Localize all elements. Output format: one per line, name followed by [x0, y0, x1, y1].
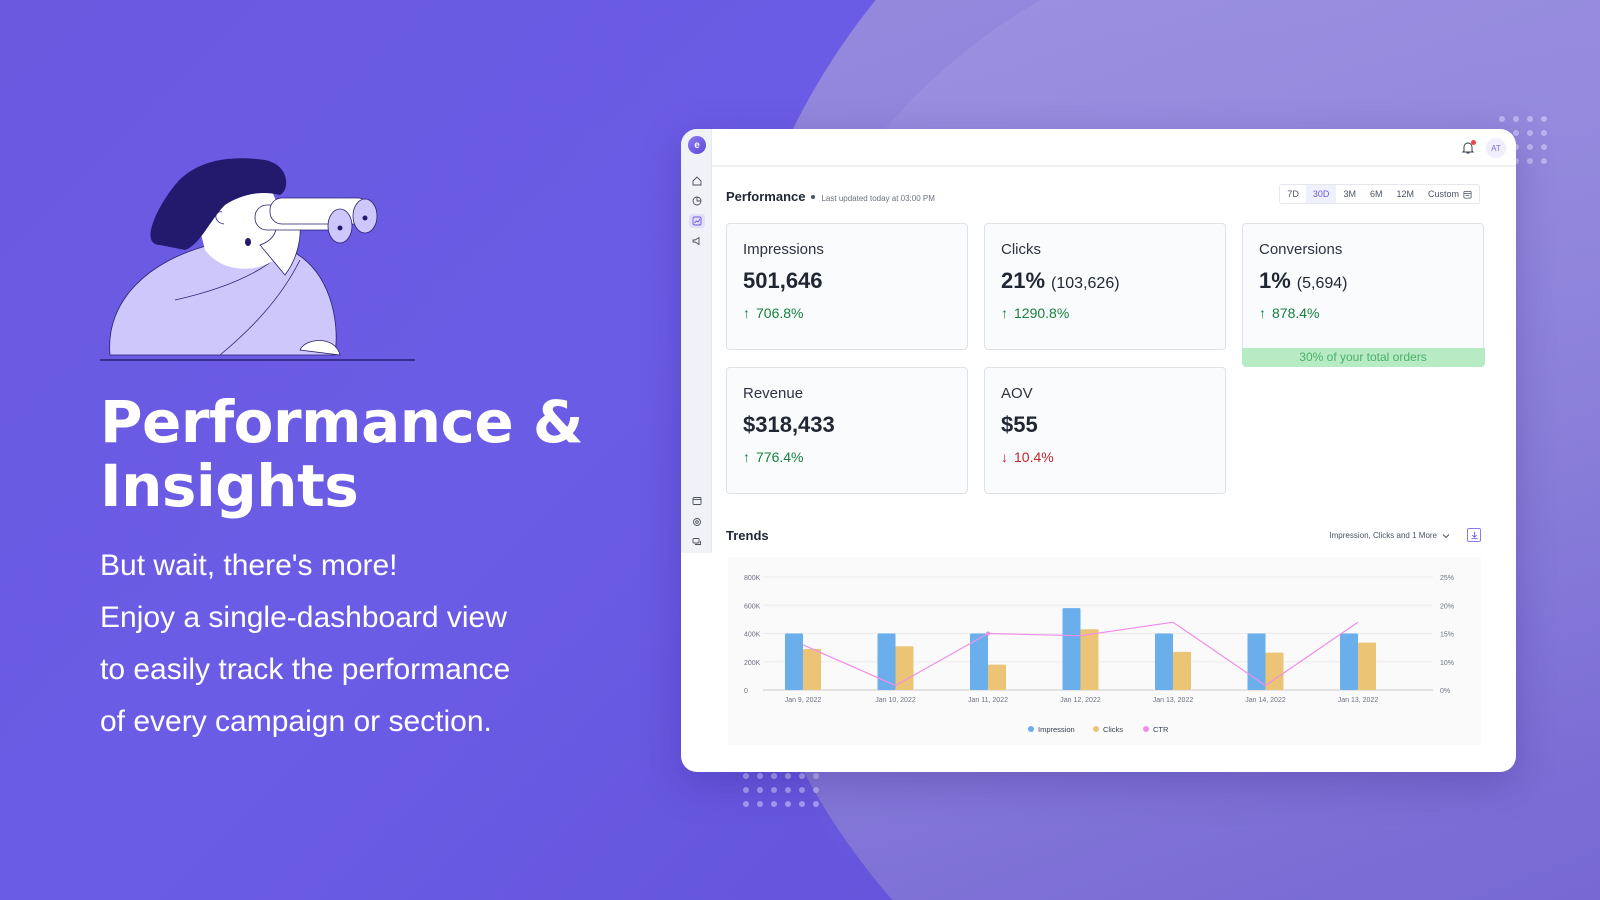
kpi-label: AOV — [1001, 385, 1033, 402]
kpi-label: Conversions — [1259, 241, 1343, 258]
kpi-delta: ↑ 706.8% — [743, 305, 804, 321]
calendar-icon[interactable] — [689, 494, 705, 508]
svg-text:Jan 13, 2022: Jan 13, 2022 — [1153, 697, 1194, 704]
dashboard-window: e AT Performance Last — [681, 129, 1516, 772]
hero-body-line: of every campaign or section. — [100, 705, 492, 738]
range-7d-button[interactable]: 7D — [1280, 185, 1306, 203]
range-3m-button[interactable]: 3M — [1336, 185, 1363, 203]
binoculars-person-illustration — [100, 158, 415, 361]
bell-icon[interactable] — [1461, 141, 1475, 155]
range-12m-button[interactable]: 12M — [1389, 185, 1421, 203]
svg-text:Jan 10, 2022: Jan 10, 2022 — [875, 697, 916, 704]
topbar: AT — [712, 129, 1516, 167]
svg-text:Jan 13, 2022: Jan 13, 2022 — [1338, 697, 1379, 704]
hero-body-line: But wait, there's more! — [100, 549, 398, 582]
settings-icon[interactable] — [689, 515, 705, 529]
svg-text:800K: 800K — [744, 575, 761, 582]
kpi-card-impressions[interactable]: Impressions 501,646 ↑ 706.8% — [726, 223, 968, 350]
decorative-dots-bottom-left — [743, 773, 819, 807]
arrow-up-icon: ↑ — [1259, 305, 1266, 321]
conversion-share-badge: 30% of your total orders — [1241, 348, 1485, 367]
arrow-up-icon: ↑ — [743, 305, 750, 321]
svg-text:0%: 0% — [1440, 688, 1450, 695]
download-button[interactable] — [1467, 528, 1481, 542]
sidebar: e — [681, 129, 712, 553]
date-range-selector: 7D 30D 3M 6M 12M Custom — [1279, 184, 1480, 204]
series-selector-dropdown[interactable]: Impression, Clicks and 1 More — [1329, 531, 1450, 540]
svg-text:Jan 9, 2022: Jan 9, 2022 — [785, 697, 822, 704]
kpi-value: $318,433 — [743, 412, 835, 437]
range-6m-button[interactable]: 6M — [1362, 185, 1390, 203]
home-icon[interactable] — [689, 174, 705, 188]
pie-chart-icon[interactable] — [689, 194, 705, 208]
arrow-up-icon: ↑ — [1001, 305, 1008, 321]
arrow-down-icon: ↓ — [1001, 449, 1008, 465]
hero-title: Performance & Insights — [100, 388, 584, 520]
avatar[interactable]: AT — [1486, 138, 1506, 158]
kpi-card-revenue[interactable]: Revenue $318,433 ↑ 776.4% — [726, 367, 968, 494]
hero-body-line: to easily track the performance — [100, 653, 511, 686]
trends-title: Trends — [726, 528, 769, 543]
trends-chart: 0 200K 400K 600K 800K 0% 10% 15% 20% 25% Jan 9, 20… — [728, 557, 1481, 745]
svg-text:20%: 20% — [1440, 603, 1454, 610]
chat-icon[interactable] — [689, 535, 705, 549]
range-30d-button[interactable]: 30D — [1305, 185, 1337, 203]
svg-text:600K: 600K — [744, 603, 761, 610]
calendar-icon — [1463, 190, 1472, 199]
svg-text:Jan 11, 2022: Jan 11, 2022 — [968, 697, 1008, 704]
chevron-down-icon — [1442, 533, 1450, 538]
svg-text:Impression: Impression — [1038, 725, 1075, 734]
hero-body-line: Enjoy a single-dashboard view — [100, 601, 507, 634]
performance-header: Performance Last updated today at 03:00 … — [726, 189, 935, 204]
analytics-icon[interactable] — [689, 214, 705, 228]
app-logo[interactable]: e — [688, 136, 706, 154]
svg-text:200K: 200K — [744, 660, 761, 667]
kpi-card-clicks[interactable]: Clicks 21% (103,626) ↑ 1290.8% — [984, 223, 1226, 350]
kpi-card-conversions[interactable]: Conversions 1% (5,694) ↑ 878.4% 30% of yo… — [1241, 223, 1485, 367]
kpi-delta: ↑ 1290.8% — [1001, 305, 1070, 321]
svg-text:25%: 25% — [1440, 575, 1454, 582]
svg-text:Jan 14, 2022: Jan 14, 2022 — [1245, 697, 1286, 704]
kpi-value: 501,646 — [743, 268, 823, 293]
range-custom-label: Custom — [1427, 189, 1459, 199]
range-custom-button[interactable]: Custom — [1420, 185, 1479, 203]
series-selector-label: Impression, Clicks and 1 More — [1329, 531, 1437, 540]
page-title: Performance — [726, 189, 806, 204]
kpi-label: Impressions — [743, 241, 824, 258]
svg-text:Clicks: Clicks — [1103, 725, 1123, 734]
kpi-delta: ↑ 776.4% — [743, 449, 804, 465]
arrow-up-icon: ↑ — [743, 449, 750, 465]
trends-chart-svg: 0 200K 400K 600K 800K 0% 10% 15% 20% 25% Jan 9, 20… — [744, 575, 1454, 734]
kpi-label: Clicks — [1001, 241, 1041, 258]
svg-text:10%: 10% — [1440, 660, 1454, 667]
last-updated-text: Last updated today at 03:00 PM — [821, 194, 935, 203]
kpi-card-aov[interactable]: AOV $55 ↓ 10.4% — [984, 367, 1226, 494]
kpi-value: 21% (103,626) — [1001, 268, 1120, 293]
megaphone-icon[interactable] — [689, 234, 705, 248]
svg-text:0: 0 — [744, 688, 748, 695]
kpi-value: $55 — [1001, 412, 1038, 437]
kpi-delta: ↑ 878.4% — [1259, 305, 1320, 321]
kpi-delta: ↓ 10.4% — [1001, 449, 1054, 465]
download-icon — [1470, 531, 1478, 539]
svg-text:400K: 400K — [744, 632, 761, 639]
separator-dot — [811, 195, 816, 199]
kpi-value: 1% (5,694) — [1259, 268, 1348, 293]
hero-body: But wait, there's more! Enjoy a single-d… — [100, 540, 620, 748]
kpi-label: Revenue — [743, 385, 804, 402]
svg-text:15%: 15% — [1440, 632, 1454, 639]
svg-text:Jan 12, 2022: Jan 12, 2022 — [1060, 697, 1101, 704]
notification-dot — [1471, 140, 1476, 145]
svg-text:CTR: CTR — [1153, 725, 1169, 734]
